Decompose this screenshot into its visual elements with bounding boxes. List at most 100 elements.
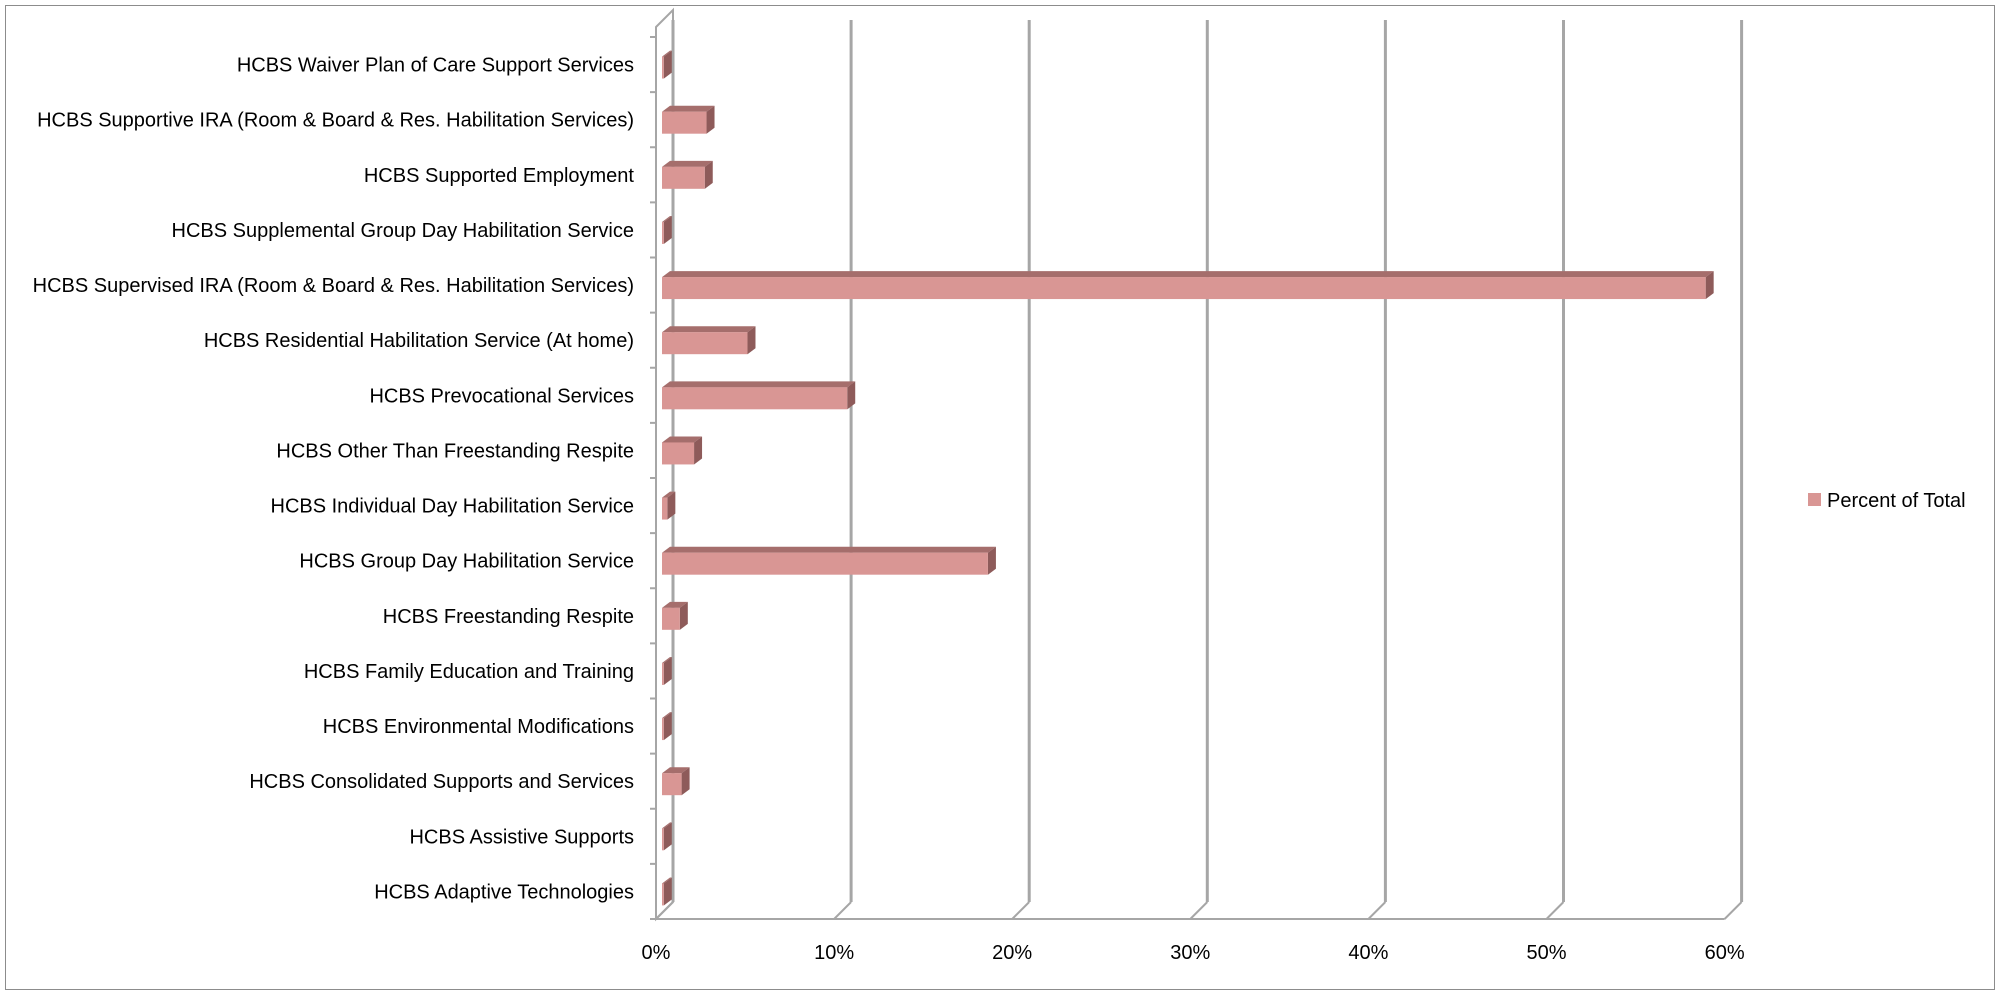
floor-gridline [1367,901,1387,920]
category-label: HCBS Supported Employment [364,165,635,187]
bar [662,877,672,906]
bar-side [667,491,676,520]
category-label: HCBS Adaptive Technologies [374,881,634,903]
side-wall [655,7,674,922]
bar-top [662,436,703,443]
chart-area [5,5,1995,990]
floor-gridline [833,901,852,920]
bar-front [662,111,707,134]
bar [662,712,672,741]
x-tick-label: 10% [814,942,854,964]
legend-label: Percent of Total [1827,490,1966,512]
bar-front [662,828,664,851]
category-label: HCBS Group Day Habilitation Service [299,551,634,573]
bar-side [1705,271,1714,300]
gridlines [655,20,1744,920]
bar [662,767,690,796]
bar [662,215,672,244]
bar-top [662,877,672,884]
bars [662,50,1714,906]
axes [650,7,1725,922]
legend: Percent of Total [1808,490,1966,512]
bar [662,381,856,410]
bar-front [662,552,988,575]
bar-top [662,160,713,167]
bar-top [662,767,690,774]
bar-top [662,546,996,553]
bar [662,436,703,465]
category-label: HCBS Assistive Supports [409,826,634,848]
bar-front [662,773,682,796]
legend-swatch [1808,493,1821,506]
bar-side [694,436,703,465]
bar-top [662,491,676,498]
bar [662,271,1714,300]
category-label: HCBS Family Education and Training [304,661,634,683]
category-label: HCBS Consolidated Supports and Services [249,771,634,793]
bar-top [662,601,688,608]
bar-side [663,877,672,906]
bar [662,656,672,685]
bar [662,105,715,134]
bar-front [662,277,1706,300]
category-label: HCBS Freestanding Respite [383,606,634,628]
bar-top [662,381,856,388]
bar-front [662,607,680,630]
bar-side [663,215,672,244]
category-label: HCBS Prevocational Services [369,385,634,407]
x-tick-label: 50% [1526,942,1566,964]
bar-front [662,497,668,520]
bar-side [847,381,856,410]
bar [662,491,676,520]
x-tick-label: 40% [1348,942,1388,964]
x-tick-label: 30% [1170,942,1210,964]
x-tick-label: 20% [992,942,1032,964]
bar-side [663,50,672,79]
bar-front [662,221,664,244]
bar-top [662,105,715,112]
floor-gridline [1545,901,1565,920]
bar-side [987,546,996,575]
bar [662,160,713,189]
category-label: HCBS Individual Day Habilitation Service [271,496,635,518]
category-label: HCBS Supportive IRA (Room & Board & Res.… [37,110,634,132]
category-label: HCBS Supplemental Group Day Habilitation… [172,220,634,242]
bar-side [681,767,690,796]
bar-top [662,271,1714,278]
bar-side [704,160,713,189]
bar-front [662,662,664,685]
bar-top [662,656,672,663]
bar-front [662,166,705,189]
category-label: HCBS Waiver Plan of Care Support Service… [237,55,634,77]
category-label: HCBS Residential Habilitation Service (A… [204,330,634,352]
bar-side [747,326,756,355]
bar-top [662,712,672,719]
bar-top [662,215,672,222]
x-tick-label: 60% [1705,942,1745,964]
bar [662,326,756,355]
bar-side [663,656,672,685]
x-tick-label: 0% [642,942,671,964]
bar-top [662,50,672,57]
category-label: HCBS Supervised IRA (Room & Board & Res.… [33,275,634,297]
bar-front [662,718,664,741]
bar [662,601,688,630]
floor-gridline [1723,901,1743,920]
bar-top [662,822,672,829]
bar [662,546,996,575]
x-axis-ticks: 0% 10% 20% 30% 40% 50% 60% [642,942,1745,964]
bar-side [663,712,672,741]
bar-front [662,442,695,465]
bar-top [662,326,756,333]
bar-front [662,387,848,410]
category-label: HCBS Environmental Modifications [323,716,634,738]
bar [662,50,672,79]
bar-side [679,601,688,630]
bar-side [663,822,672,851]
bar-side [706,105,715,134]
bar-front [662,56,664,79]
category-label: HCBS Other Than Freestanding Respite [276,440,634,462]
bar [662,822,672,851]
bar-front [662,883,664,906]
